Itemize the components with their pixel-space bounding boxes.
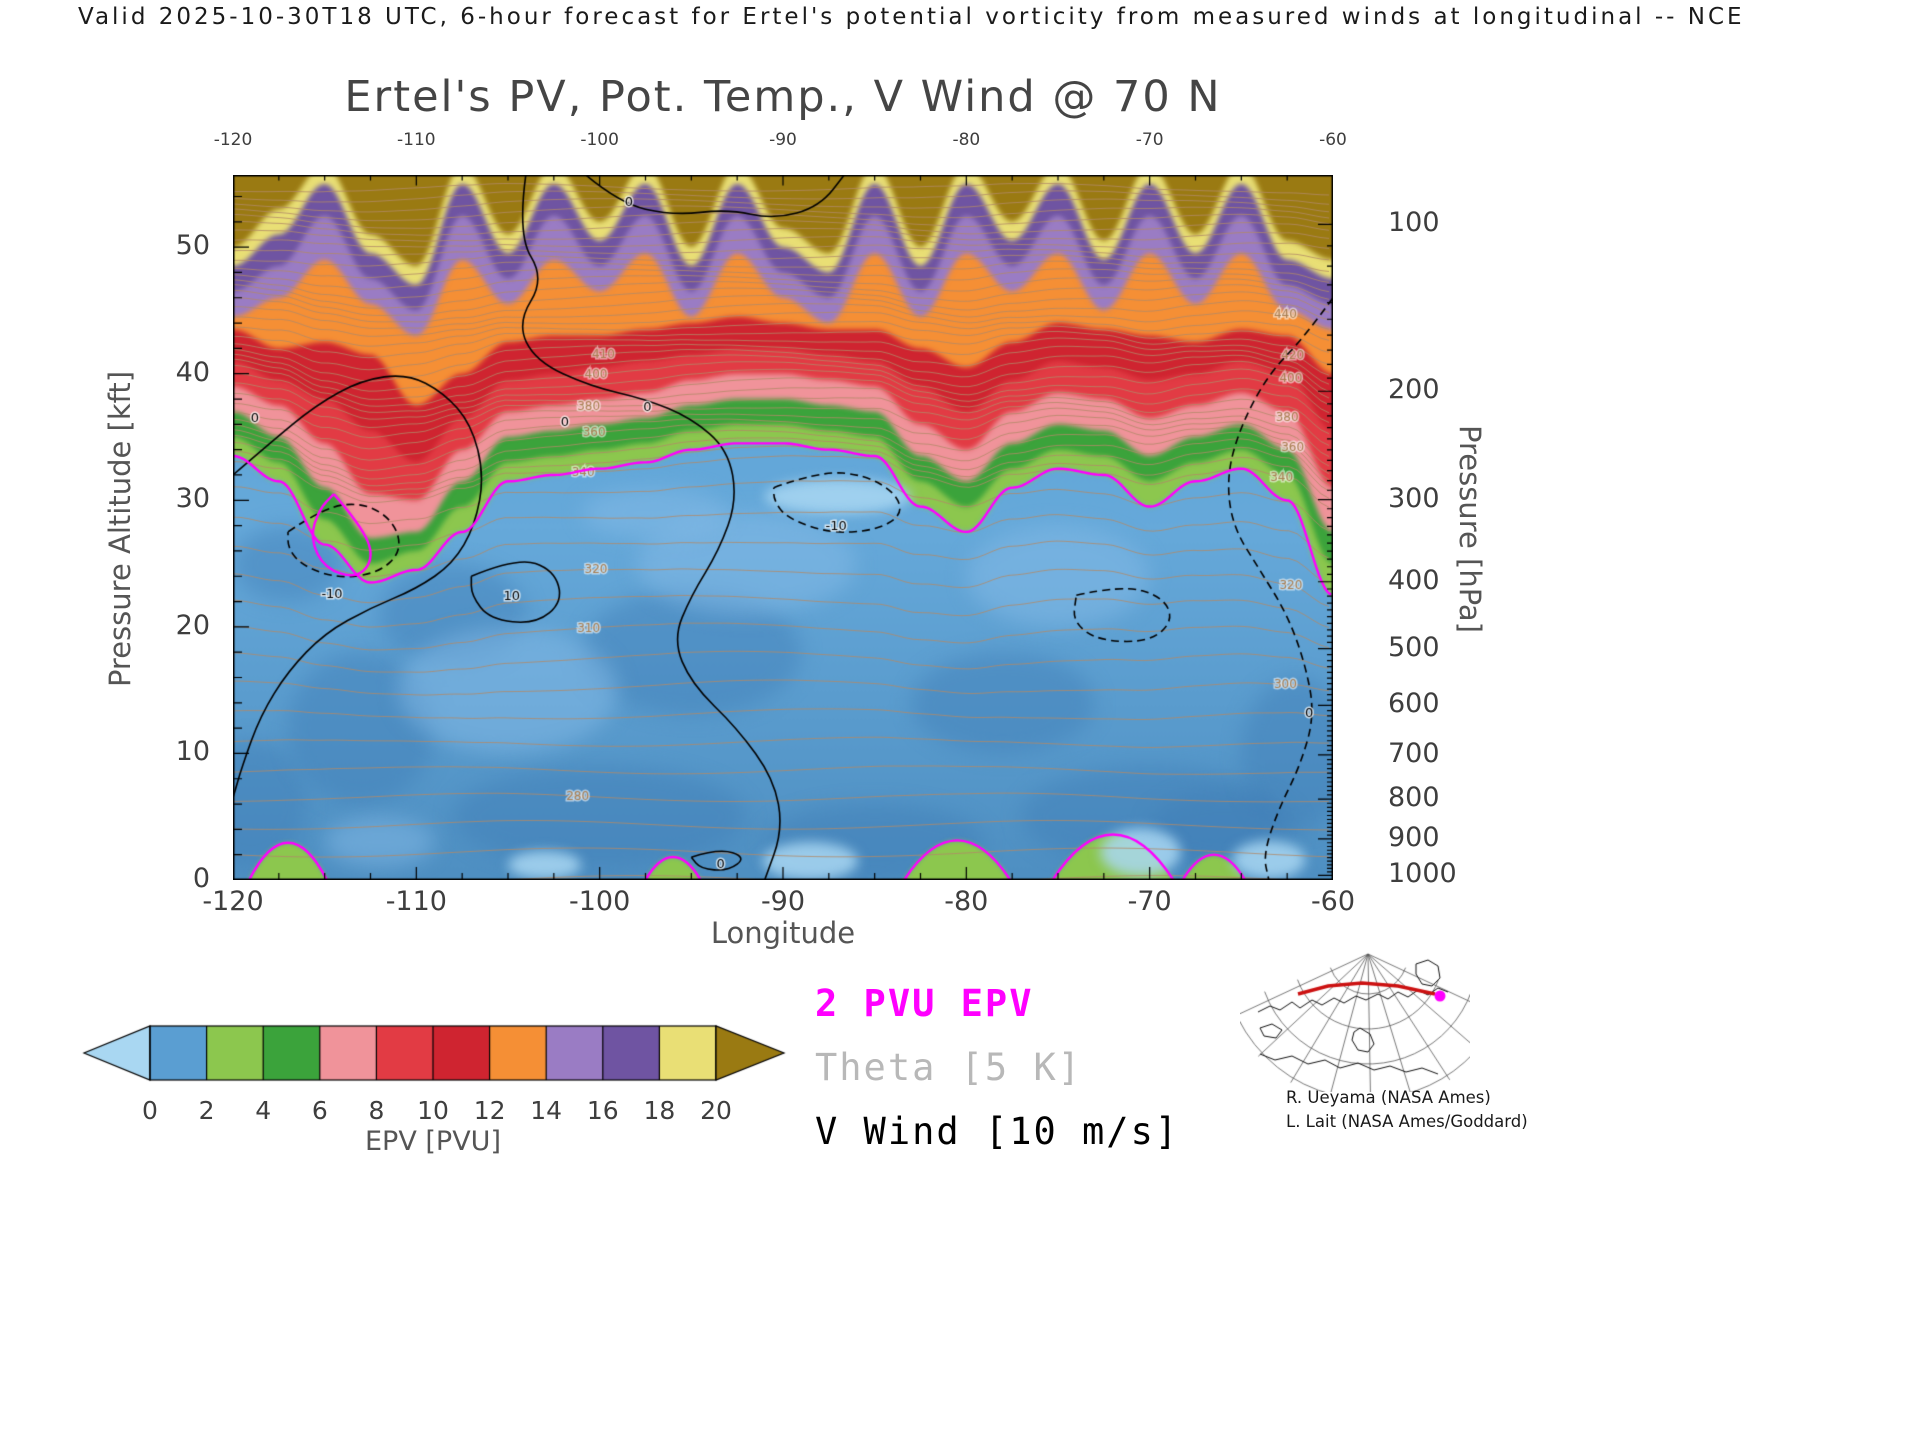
valid-header: Valid 2025-10-30T18 UTC, 6-hour forecast… bbox=[78, 4, 1745, 30]
plot-title: Ertel's PV, Pot. Temp., V Wind @ 70 N bbox=[344, 72, 1222, 122]
colorbar-tick: 10 bbox=[417, 1096, 449, 1125]
y-axis-right-label: Pressure [hPa] bbox=[1453, 424, 1487, 633]
y-tick-hpa: 600 bbox=[1388, 688, 1440, 720]
colorbar-tick: 12 bbox=[473, 1096, 506, 1125]
x-tick-top: -100 bbox=[580, 130, 619, 150]
y-tick-hpa: 100 bbox=[1388, 207, 1440, 239]
x-tick-bottom: -70 bbox=[1127, 886, 1172, 917]
y-tick-kft: 0 bbox=[192, 863, 210, 894]
y-tick-hpa: 800 bbox=[1388, 782, 1440, 814]
location-inset-map bbox=[1240, 942, 1470, 1092]
legend-theta: Theta [5 K] bbox=[815, 1046, 1083, 1089]
y-tick-hpa: 900 bbox=[1388, 821, 1440, 853]
y-tick-hpa: 1000 bbox=[1388, 858, 1457, 890]
x-tick-bottom: -100 bbox=[569, 886, 631, 917]
x-tick-top: -80 bbox=[952, 130, 981, 150]
x-tick-bottom: -60 bbox=[1310, 886, 1356, 917]
y-tick-kft: 40 bbox=[175, 356, 210, 388]
y-tick-kft: 50 bbox=[175, 230, 210, 262]
y-tick-hpa: 200 bbox=[1388, 374, 1440, 406]
colorbar-tick: 6 bbox=[311, 1096, 328, 1125]
credit-line-1: R. Ueyama (NASA Ames) bbox=[1286, 1088, 1491, 1107]
legend-2pvu-epv: 2 PVU EPV bbox=[815, 982, 1034, 1025]
x-tick-top: -60 bbox=[1319, 130, 1347, 150]
y-tick-hpa: 500 bbox=[1388, 631, 1440, 663]
colorbar-tick: 14 bbox=[530, 1096, 563, 1125]
colorbar-label: EPV [PVU] bbox=[365, 1126, 501, 1157]
x-tick-top: -90 bbox=[769, 130, 797, 150]
x-tick-bottom: -80 bbox=[944, 886, 989, 917]
colorbar-tick: 4 bbox=[255, 1096, 272, 1125]
y-tick-kft: 20 bbox=[175, 609, 210, 641]
y-tick-kft: 10 bbox=[175, 736, 210, 768]
colorbar-tick: 20 bbox=[700, 1096, 732, 1125]
x-tick-bottom: -120 bbox=[202, 886, 264, 917]
cross-section-plot bbox=[233, 175, 1333, 880]
colorbar-tick: 0 bbox=[142, 1096, 158, 1125]
credit-line-2: L. Lait (NASA Ames/Goddard) bbox=[1286, 1111, 1528, 1131]
x-tick-top: -110 bbox=[397, 130, 436, 150]
colorbar-tick: 8 bbox=[368, 1096, 385, 1125]
colorbar-tick: 16 bbox=[586, 1096, 619, 1125]
y-axis-left-label: Pressure Altitude [kft] bbox=[103, 370, 137, 688]
legend-vwind: V Wind [10 m/s] bbox=[815, 1110, 1180, 1153]
colorbar-tick: 2 bbox=[198, 1096, 215, 1125]
x-tick-top: -120 bbox=[213, 130, 253, 150]
y-tick-kft: 30 bbox=[175, 483, 210, 515]
x-tick-bottom: -90 bbox=[760, 886, 806, 917]
colorbar-tick: 18 bbox=[643, 1096, 676, 1125]
y-tick-hpa: 300 bbox=[1388, 482, 1440, 514]
x-tick-bottom: -110 bbox=[385, 886, 447, 917]
x-axis-label: Longitude bbox=[710, 916, 856, 950]
contour-legend: 2 PVU EPV Theta [5 K] V Wind [10 m/s] bbox=[815, 982, 1179, 1174]
y-tick-hpa: 400 bbox=[1388, 564, 1440, 596]
y-tick-hpa: 700 bbox=[1388, 737, 1440, 769]
x-tick-top: -70 bbox=[1135, 130, 1164, 150]
credits: R. Ueyama (NASA Ames) L. Lait (NASA Ames… bbox=[1286, 1086, 1528, 1134]
epv-colorbar bbox=[78, 1018, 794, 1092]
